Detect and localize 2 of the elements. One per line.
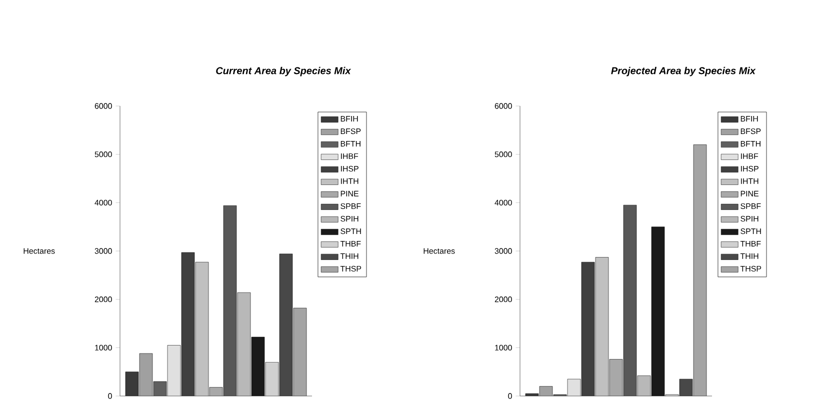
chart-title: Current Area by Species Mix bbox=[216, 66, 352, 76]
chart-title: Projected Area by Species Mix bbox=[611, 66, 756, 76]
